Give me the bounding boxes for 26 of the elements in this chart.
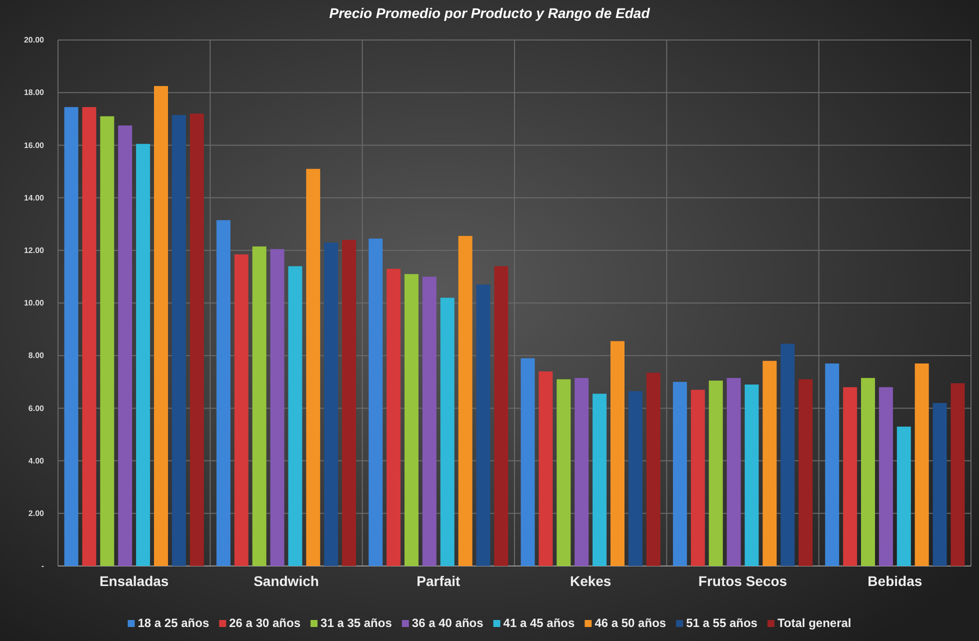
y-tick-label: - — [41, 562, 44, 571]
chart-title: Precio Promedio por Producto y Rango de Edad — [329, 5, 650, 21]
x-tick-label: Frutos Secos — [698, 572, 788, 589]
y-tick-label: 10.00 — [24, 298, 45, 308]
y-tick-label: 2.00 — [28, 508, 45, 518]
x-tick-label: Kekes — [570, 572, 612, 589]
y-tick-label: 18.00 — [24, 88, 45, 98]
legend-label: 18 a 25 años — [138, 616, 210, 630]
legend-label: Total general — [777, 616, 852, 630]
x-tick-label: Ensaladas — [99, 572, 169, 589]
x-tick-label: Bebidas — [868, 572, 922, 589]
x-tick-label: Sandwich — [254, 572, 319, 589]
legend-label: 41 a 45 años — [503, 616, 575, 630]
y-tick-label: 8.00 — [28, 351, 45, 360]
legend-label: 36 a 40 años — [412, 616, 484, 630]
x-tick-label: Parfait — [416, 572, 461, 589]
legend-label: 26 a 30 años — [229, 616, 301, 630]
y-tick-label: 4.00 — [28, 456, 45, 466]
legend-label: 46 a 50 años — [594, 616, 666, 630]
y-tick-label: 14.00 — [24, 193, 45, 202]
legend-label: 51 a 55 años — [686, 616, 758, 630]
y-tick-label: 6.00 — [28, 404, 45, 413]
legend-label: 31 a 35 años — [320, 616, 392, 630]
y-tick-label: 20.00 — [24, 36, 45, 45]
y-tick-label: 12.00 — [24, 246, 45, 255]
y-tick-label: 16.00 — [24, 140, 45, 150]
